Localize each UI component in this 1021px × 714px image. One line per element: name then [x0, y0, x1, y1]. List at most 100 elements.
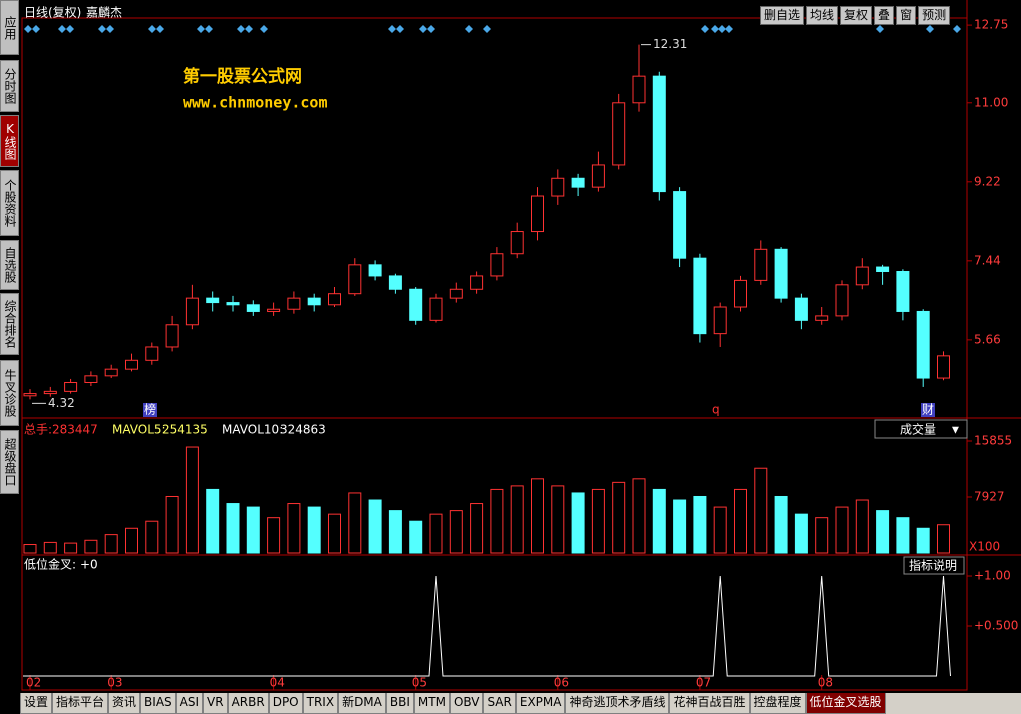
candle-body — [226, 302, 240, 306]
candle-body — [388, 275, 402, 290]
side-tab[interactable]: 分时图 — [0, 60, 19, 112]
bottom-tab[interactable]: DPO — [268, 693, 303, 714]
volume-bar — [125, 527, 138, 554]
side-tab[interactable]: 应用 — [0, 0, 19, 55]
bottom-tab[interactable]: OBV — [449, 693, 484, 714]
volume-bar — [287, 503, 301, 554]
bottom-tab[interactable]: EXPMA — [515, 693, 566, 714]
bottom-tab[interactable]: SAR — [483, 693, 516, 714]
bottom-tab[interactable]: ASI — [175, 693, 204, 714]
volume-bar — [612, 481, 626, 554]
volume-bar — [815, 517, 829, 554]
bottom-tab[interactable]: 控盘程度 — [749, 693, 806, 714]
bottom-tab[interactable]: 指标平台 — [52, 693, 109, 714]
candle-body — [713, 306, 727, 335]
period: 日线(复权) — [24, 6, 81, 20]
candle-body — [490, 253, 504, 277]
event-icon — [58, 25, 66, 33]
bottom-tab[interactable]: ARBR — [227, 693, 269, 714]
candle-body — [429, 297, 443, 321]
volume-bar — [855, 499, 869, 554]
ind-value: +0 — [80, 558, 98, 572]
bottom-tabs: 设置 指标平台 资讯 BIAS ASI VR ARBR DPO TRIX 新DMA BBI MTM OB… — [20, 693, 1021, 714]
volume-bar — [145, 520, 159, 554]
volume-bar — [64, 542, 78, 554]
candle-body — [531, 195, 544, 233]
side-tab[interactable]: 综合排名 — [0, 293, 19, 355]
candle-body — [551, 177, 565, 197]
bottom-tab[interactable]: 新DMA — [338, 693, 386, 714]
candle-body — [571, 177, 585, 188]
event-icon — [24, 25, 32, 33]
help-btn[interactable] — [903, 556, 965, 575]
y-tick-label: +0.500 — [974, 619, 1018, 633]
tool-btn[interactable]: 窗 — [896, 6, 917, 25]
x-tick-label: 04 — [270, 676, 285, 690]
volume-bar — [835, 506, 849, 554]
marker: q — [712, 403, 720, 417]
ma5-label: MAVOL5: — [112, 423, 166, 437]
indicator-select[interactable] — [874, 419, 968, 439]
y-tick-label: 7.44 — [974, 253, 1001, 267]
vol-total: 283447 — [52, 423, 98, 437]
bottom-tab[interactable]: 花神百战百胜 — [669, 693, 750, 714]
bottom-tab[interactable]: 神奇逃顶术矛盾线 — [565, 693, 670, 714]
event-icon — [237, 25, 245, 33]
event-icon — [148, 25, 156, 33]
watermark-url: www.chnmoney.com — [183, 94, 328, 112]
side-tab[interactable]: K线图 — [0, 115, 19, 167]
bottom-tab[interactable]: 设置 — [20, 693, 53, 714]
bottom-tab[interactable]: TRIX — [302, 693, 339, 714]
indicator-name[interactable]: 成交量 — [900, 422, 936, 437]
tool-btn[interactable]: 均线 — [806, 6, 839, 25]
volume-bar — [591, 488, 605, 554]
candle-body — [591, 164, 605, 188]
tool-btn[interactable]: 复权 — [840, 6, 873, 25]
bottom-tab[interactable]: VR — [203, 693, 228, 714]
tool-btn[interactable]: 叠 — [874, 6, 895, 25]
bottom-tab[interactable]: 低位金叉选股 — [805, 693, 886, 714]
bottom-tab[interactable]: BBI — [385, 693, 414, 714]
volume-bar — [470, 503, 484, 554]
x-tick-label: 02 — [26, 676, 41, 690]
watermark-title: 第一股票公式网 — [183, 66, 302, 87]
bottom-tab[interactable]: MTM — [413, 693, 450, 714]
help-text[interactable]: 指标说明 — [909, 558, 957, 573]
candle-body — [246, 304, 260, 312]
unit: X100 — [969, 540, 1000, 554]
candle-body — [652, 75, 666, 193]
side-tab[interactable]: 个股资料 — [0, 170, 19, 236]
bottom-tab[interactable]: 资讯 — [108, 693, 141, 714]
x-tick-label: 06 — [554, 676, 569, 690]
candle-body — [206, 297, 220, 304]
volume-bar — [490, 488, 504, 554]
volume-bar — [206, 488, 220, 554]
candle-body — [876, 266, 890, 272]
tool-btn[interactable]: 预测 — [918, 6, 951, 25]
tool-btn[interactable]: 删自选 — [760, 6, 805, 25]
candle-body — [409, 288, 423, 321]
vol-label: 总手: — [24, 423, 52, 437]
side-tab[interactable]: 牛叉诊股 — [0, 360, 19, 426]
marker-bg — [711, 403, 725, 417]
candle-body — [307, 297, 321, 306]
side-tab[interactable]: 超级盘口 — [0, 430, 19, 494]
volume-bar — [348, 492, 362, 554]
candle-body — [754, 248, 768, 281]
event-icon — [465, 25, 473, 33]
candle-body — [815, 315, 829, 321]
candle-body — [510, 231, 524, 255]
candle-body — [937, 355, 950, 379]
candle-body — [64, 381, 78, 392]
dropdown-arrow: ▼ — [952, 426, 959, 436]
side-tab[interactable]: 自选股 — [0, 240, 19, 290]
x-tick-label: 08 — [818, 676, 833, 690]
event-icon — [156, 25, 164, 33]
event-icon — [483, 25, 491, 33]
y-tick-label: 5.66 — [974, 332, 1001, 346]
candle-body — [185, 297, 199, 326]
ind-name: 低位金叉: — [24, 557, 76, 572]
volume-bar — [551, 485, 565, 554]
bottom-tab[interactable]: BIAS — [140, 693, 176, 714]
